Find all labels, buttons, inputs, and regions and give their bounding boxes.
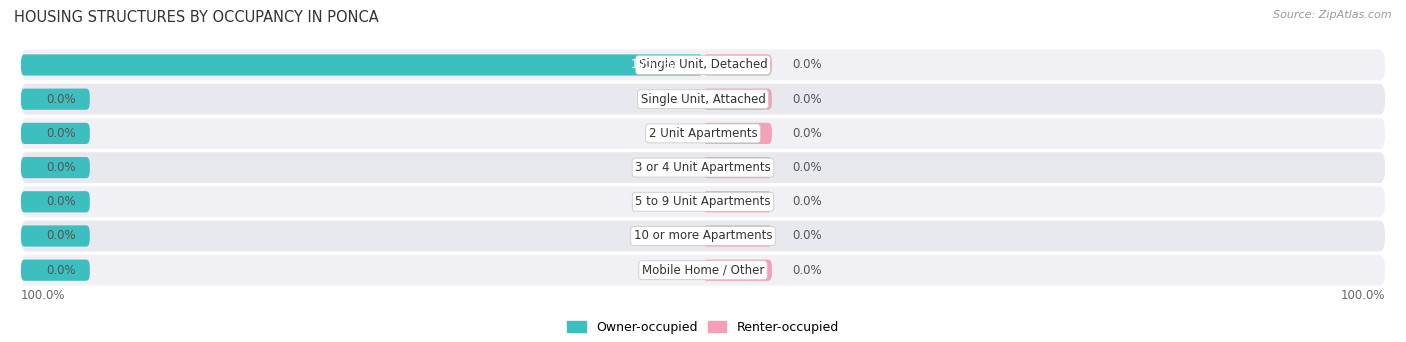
Text: 10 or more Apartments: 10 or more Apartments bbox=[634, 229, 772, 242]
Text: 0.0%: 0.0% bbox=[793, 195, 823, 208]
FancyBboxPatch shape bbox=[21, 84, 1385, 115]
Text: Mobile Home / Other: Mobile Home / Other bbox=[641, 264, 765, 277]
Text: 3 or 4 Unit Apartments: 3 or 4 Unit Apartments bbox=[636, 161, 770, 174]
FancyBboxPatch shape bbox=[21, 89, 90, 110]
FancyBboxPatch shape bbox=[21, 157, 90, 178]
Text: 0.0%: 0.0% bbox=[46, 161, 76, 174]
FancyBboxPatch shape bbox=[21, 186, 1385, 217]
Text: 2 Unit Apartments: 2 Unit Apartments bbox=[648, 127, 758, 140]
FancyBboxPatch shape bbox=[21, 260, 90, 281]
Text: 100.0%: 100.0% bbox=[631, 58, 675, 71]
Text: 0.0%: 0.0% bbox=[793, 58, 823, 71]
Text: 0.0%: 0.0% bbox=[793, 127, 823, 140]
FancyBboxPatch shape bbox=[21, 255, 1385, 286]
Text: 0.0%: 0.0% bbox=[46, 127, 76, 140]
Text: 0.0%: 0.0% bbox=[793, 229, 823, 242]
FancyBboxPatch shape bbox=[703, 260, 772, 281]
Text: 0.0%: 0.0% bbox=[46, 93, 76, 106]
FancyBboxPatch shape bbox=[703, 225, 772, 247]
Text: 0.0%: 0.0% bbox=[793, 264, 823, 277]
Text: Single Unit, Detached: Single Unit, Detached bbox=[638, 58, 768, 71]
Text: 100.0%: 100.0% bbox=[21, 289, 66, 302]
FancyBboxPatch shape bbox=[21, 54, 703, 76]
FancyBboxPatch shape bbox=[21, 152, 1385, 183]
FancyBboxPatch shape bbox=[21, 123, 90, 144]
Text: 0.0%: 0.0% bbox=[793, 93, 823, 106]
FancyBboxPatch shape bbox=[703, 89, 772, 110]
FancyBboxPatch shape bbox=[21, 191, 90, 212]
FancyBboxPatch shape bbox=[703, 191, 772, 212]
Text: 100.0%: 100.0% bbox=[1340, 289, 1385, 302]
Text: Source: ZipAtlas.com: Source: ZipAtlas.com bbox=[1274, 10, 1392, 20]
FancyBboxPatch shape bbox=[21, 50, 1385, 80]
Text: 0.0%: 0.0% bbox=[793, 161, 823, 174]
Text: 0.0%: 0.0% bbox=[46, 264, 76, 277]
FancyBboxPatch shape bbox=[703, 54, 772, 76]
Text: HOUSING STRUCTURES BY OCCUPANCY IN PONCA: HOUSING STRUCTURES BY OCCUPANCY IN PONCA bbox=[14, 10, 378, 25]
Text: Single Unit, Attached: Single Unit, Attached bbox=[641, 93, 765, 106]
FancyBboxPatch shape bbox=[21, 221, 1385, 251]
Text: 5 to 9 Unit Apartments: 5 to 9 Unit Apartments bbox=[636, 195, 770, 208]
FancyBboxPatch shape bbox=[21, 118, 1385, 149]
FancyBboxPatch shape bbox=[21, 225, 90, 247]
FancyBboxPatch shape bbox=[703, 157, 772, 178]
Text: 0.0%: 0.0% bbox=[46, 229, 76, 242]
FancyBboxPatch shape bbox=[703, 123, 772, 144]
Legend: Owner-occupied, Renter-occupied: Owner-occupied, Renter-occupied bbox=[562, 316, 844, 339]
Text: 0.0%: 0.0% bbox=[46, 195, 76, 208]
